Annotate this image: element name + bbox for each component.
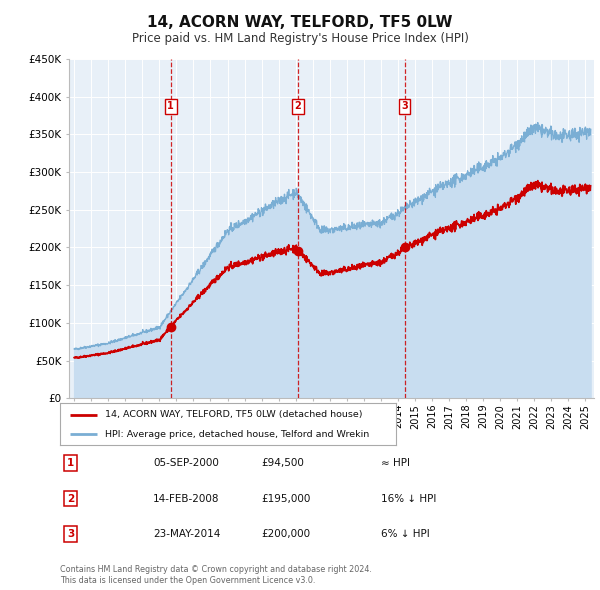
Text: 6% ↓ HPI: 6% ↓ HPI (381, 529, 430, 539)
Text: 1: 1 (167, 101, 174, 112)
Text: 14, ACORN WAY, TELFORD, TF5 0LW: 14, ACORN WAY, TELFORD, TF5 0LW (147, 15, 453, 30)
Text: £195,000: £195,000 (261, 494, 310, 503)
Text: £200,000: £200,000 (261, 529, 310, 539)
Text: 16% ↓ HPI: 16% ↓ HPI (381, 494, 436, 503)
Text: £94,500: £94,500 (261, 458, 304, 468)
Text: 23-MAY-2014: 23-MAY-2014 (153, 529, 220, 539)
Text: Contains HM Land Registry data © Crown copyright and database right 2024.
This d: Contains HM Land Registry data © Crown c… (60, 565, 372, 585)
Text: 14-FEB-2008: 14-FEB-2008 (153, 494, 220, 503)
Text: HPI: Average price, detached house, Telford and Wrekin: HPI: Average price, detached house, Telf… (106, 430, 370, 439)
Text: 05-SEP-2000: 05-SEP-2000 (153, 458, 219, 468)
Text: 2: 2 (295, 101, 301, 112)
Text: 2: 2 (67, 494, 74, 503)
Text: ≈ HPI: ≈ HPI (381, 458, 410, 468)
Text: 3: 3 (67, 529, 74, 539)
Text: 14, ACORN WAY, TELFORD, TF5 0LW (detached house): 14, ACORN WAY, TELFORD, TF5 0LW (detache… (106, 411, 363, 419)
Text: 1: 1 (67, 458, 74, 468)
Text: 3: 3 (401, 101, 408, 112)
Text: Price paid vs. HM Land Registry's House Price Index (HPI): Price paid vs. HM Land Registry's House … (131, 32, 469, 45)
